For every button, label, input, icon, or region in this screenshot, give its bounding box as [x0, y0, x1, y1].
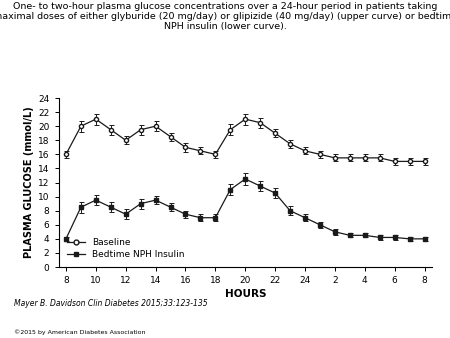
Text: Mayer B. Davidson Clin Diabetes 2015;33:123-135: Mayer B. Davidson Clin Diabetes 2015;33:…: [14, 299, 207, 308]
Y-axis label: PLASMA GLUCOSE (mmol/L): PLASMA GLUCOSE (mmol/L): [24, 107, 34, 258]
X-axis label: HOURS: HOURS: [225, 289, 266, 299]
Legend: Baseline, Bedtime NPH Insulin: Baseline, Bedtime NPH Insulin: [67, 238, 184, 259]
Text: ©2015 by American Diabetes Association: ©2015 by American Diabetes Association: [14, 329, 145, 335]
Text: One- to two-hour plasma glucose concentrations over a 24-hour period in patients: One- to two-hour plasma glucose concentr…: [0, 2, 450, 31]
